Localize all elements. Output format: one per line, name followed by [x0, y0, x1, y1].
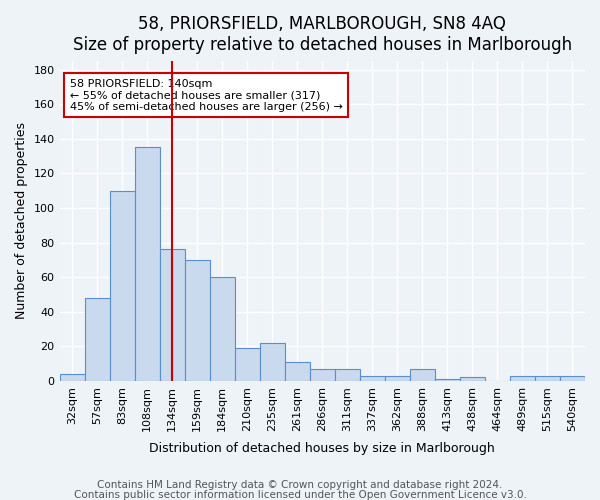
Text: 58 PRIORSFIELD: 140sqm
← 55% of detached houses are smaller (317)
45% of semi-de: 58 PRIORSFIELD: 140sqm ← 55% of detached…	[70, 78, 343, 112]
Bar	[235, 348, 260, 381]
Text: Contains HM Land Registry data © Crown copyright and database right 2024.: Contains HM Land Registry data © Crown c…	[97, 480, 503, 490]
Bar	[185, 260, 209, 381]
Bar	[335, 369, 360, 381]
Bar	[435, 379, 460, 381]
Bar	[310, 369, 335, 381]
Bar	[360, 376, 385, 381]
Text: Contains public sector information licensed under the Open Government Licence v3: Contains public sector information licen…	[74, 490, 526, 500]
Bar	[410, 369, 435, 381]
Y-axis label: Number of detached properties: Number of detached properties	[15, 122, 28, 320]
Bar	[134, 148, 160, 381]
Bar	[209, 277, 235, 381]
Bar	[510, 376, 535, 381]
Bar	[85, 298, 110, 381]
Bar	[110, 190, 134, 381]
Title: 58, PRIORSFIELD, MARLBOROUGH, SN8 4AQ
Size of property relative to detached hous: 58, PRIORSFIELD, MARLBOROUGH, SN8 4AQ Si…	[73, 15, 572, 54]
Bar	[560, 376, 585, 381]
Bar	[59, 374, 85, 381]
Bar	[260, 343, 285, 381]
Bar	[385, 376, 410, 381]
X-axis label: Distribution of detached houses by size in Marlborough: Distribution of detached houses by size …	[149, 442, 495, 455]
Bar	[160, 250, 185, 381]
Bar	[535, 376, 560, 381]
Bar	[460, 378, 485, 381]
Bar	[285, 362, 310, 381]
